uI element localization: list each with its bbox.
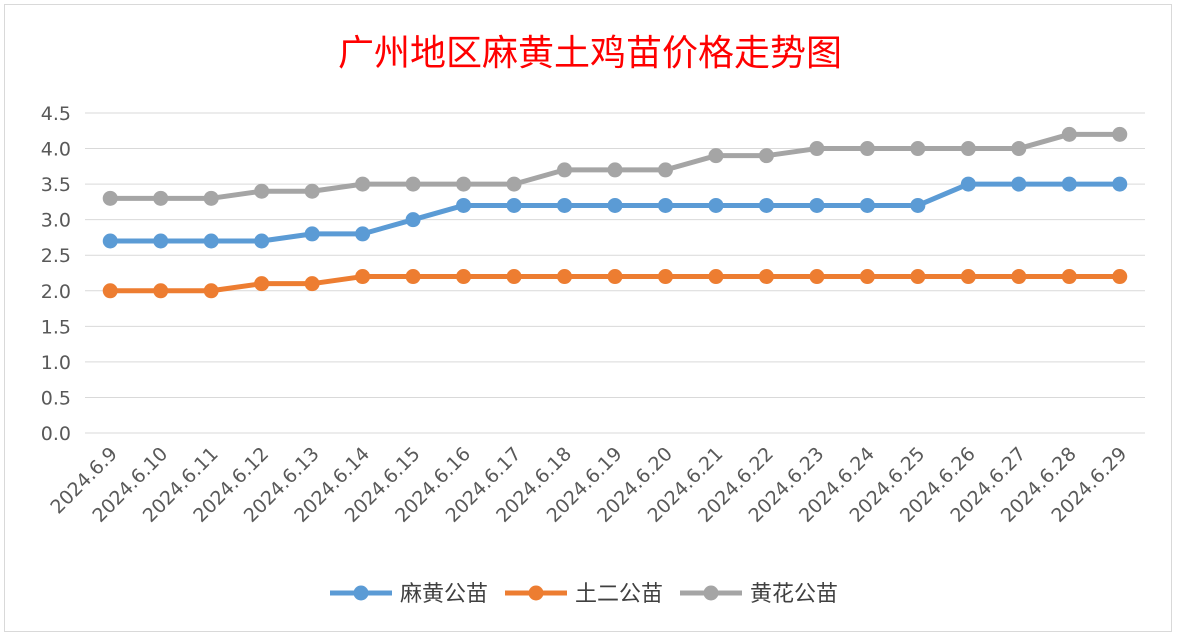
data-point (809, 269, 825, 285)
data-point (254, 233, 270, 249)
legend-marker-dot (528, 585, 544, 601)
legend-item[interactable]: 麻黄公苗 (330, 582, 488, 607)
data-point (859, 141, 875, 157)
data-point (456, 269, 472, 285)
data-point (506, 269, 522, 285)
data-point (254, 276, 270, 292)
x-axis-labels: 2024.6.92024.6.102024.6.112024.6.122024.… (46, 443, 1131, 527)
data-point (456, 197, 472, 213)
data-point (506, 197, 522, 213)
data-point (153, 233, 169, 249)
data-point (859, 197, 875, 213)
data-point (657, 269, 673, 285)
data-point (1112, 269, 1128, 285)
data-point (405, 269, 421, 285)
chart-area: 广州地区麻黄土鸡苗价格走势图 0.0 0.5 1.0 1.5 2.0 2.5 3.0 3.5 4… (4, 4, 1172, 632)
data-point (506, 176, 522, 192)
data-point (456, 176, 472, 192)
y-tick-label: 0.5 (41, 387, 71, 409)
data-point (203, 233, 219, 249)
legend-item[interactable]: 土二公苗 (505, 582, 663, 607)
legend-label: 土二公苗 (575, 582, 663, 607)
legend-item[interactable]: 黄花公苗 (680, 582, 838, 607)
line-chart: 广州地区麻黄土鸡苗价格走势图 0.0 0.5 1.0 1.5 2.0 2.5 3.0 3.5 4… (41, 33, 1145, 607)
data-point (304, 276, 320, 292)
data-point (304, 183, 320, 199)
data-point (960, 269, 976, 285)
legend-label: 黄花公苗 (750, 582, 838, 607)
data-point (758, 197, 774, 213)
data-point (355, 176, 371, 192)
data-point (405, 212, 421, 228)
data-point (1112, 126, 1128, 142)
y-tick-label: 4.0 (41, 139, 71, 161)
data-point (657, 197, 673, 213)
y-tick-label: 3.5 (41, 174, 71, 196)
series-1 (102, 176, 1128, 249)
data-point (304, 226, 320, 242)
data-point (102, 233, 118, 249)
data-point (960, 141, 976, 157)
data-point (758, 269, 774, 285)
data-point (405, 176, 421, 192)
data-point (809, 141, 825, 157)
data-point (708, 197, 724, 213)
y-axis-labels: 0.0 0.5 1.0 1.5 2.0 2.5 3.0 3.5 4.0 4.5 (41, 103, 71, 445)
data-point (1011, 176, 1027, 192)
data-point (203, 190, 219, 206)
data-point (809, 197, 825, 213)
data-point (355, 269, 371, 285)
data-point (1011, 141, 1027, 157)
data-point (910, 197, 926, 213)
data-point (153, 190, 169, 206)
data-point (960, 176, 976, 192)
y-tick-label: 3.0 (41, 210, 71, 232)
data-point (355, 226, 371, 242)
data-point (607, 269, 623, 285)
data-point (910, 269, 926, 285)
y-tick-label: 4.5 (41, 103, 71, 125)
data-point (102, 190, 118, 206)
data-point (102, 283, 118, 299)
data-point (708, 148, 724, 164)
y-tick-label: 0.0 (41, 423, 71, 445)
series-2 (102, 269, 1128, 299)
data-point (153, 283, 169, 299)
series-lines (102, 126, 1128, 299)
y-tick-label: 1.0 (41, 352, 71, 374)
legend-marker-dot (353, 585, 369, 601)
data-point (657, 162, 673, 178)
y-tick-label: 1.5 (41, 316, 71, 338)
data-point (203, 283, 219, 299)
data-point (708, 269, 724, 285)
data-point (1061, 269, 1077, 285)
data-point (1061, 126, 1077, 142)
data-point (557, 269, 573, 285)
legend-marker-dot (703, 585, 719, 601)
y-tick-label: 2.0 (41, 281, 71, 303)
data-point (758, 148, 774, 164)
data-point (910, 141, 926, 157)
series-3 (102, 126, 1128, 206)
data-point (607, 197, 623, 213)
legend[interactable]: 麻黄公苗 土二公苗 黄花公苗 (330, 582, 838, 607)
y-tick-label: 2.5 (41, 245, 71, 267)
gridlines (85, 112, 1145, 434)
data-point (557, 197, 573, 213)
data-point (1061, 176, 1077, 192)
chart-title: 广州地区麻黄土鸡苗价格走势图 (338, 33, 842, 74)
data-point (1112, 176, 1128, 192)
data-point (1011, 269, 1027, 285)
data-point (254, 183, 270, 199)
data-point (557, 162, 573, 178)
data-point (607, 162, 623, 178)
legend-label: 麻黄公苗 (400, 582, 488, 607)
data-point (859, 269, 875, 285)
